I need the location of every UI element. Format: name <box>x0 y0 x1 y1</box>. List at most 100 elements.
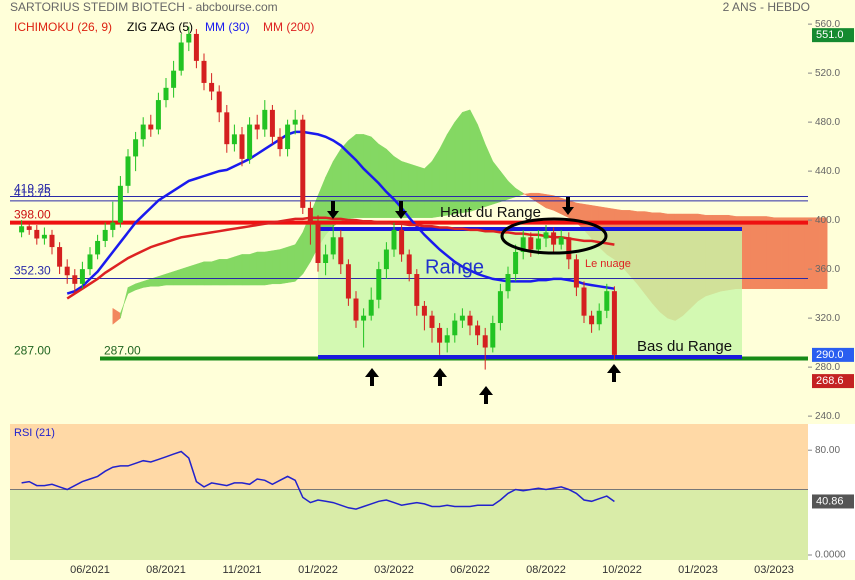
candle-body <box>520 237 526 252</box>
y-tick-label: 440.0 <box>815 166 840 177</box>
candle-body <box>543 232 549 239</box>
candle-body <box>247 124 253 159</box>
annotation: Le nuage <box>585 258 631 270</box>
x-tick-label: 08/2021 <box>146 564 186 576</box>
candle-body <box>254 124 260 130</box>
y-tick-label: 480.0 <box>815 117 840 128</box>
candle-body <box>262 109 268 130</box>
cloud-segment <box>386 148 395 218</box>
candle-body <box>193 33 199 61</box>
candles-layer <box>19 26 617 370</box>
candle-body <box>178 42 184 71</box>
candle-body <box>110 222 116 230</box>
candle-body <box>26 226 32 230</box>
candle-body <box>368 299 374 316</box>
cloud-segment <box>819 217 828 289</box>
candle-body <box>307 207 313 223</box>
candle-body <box>285 124 291 150</box>
price-marker-label: 551.0 <box>816 29 844 41</box>
candle-body <box>611 291 617 355</box>
candle-body <box>315 222 321 263</box>
cloud-segment <box>173 268 182 286</box>
labels-layer: 560.0 520.0 480.0 440.0 400.0 360.0 320.0 280.0… <box>14 19 854 576</box>
cloud-segment <box>750 216 760 289</box>
cloud-segment <box>241 254 250 286</box>
candle-body <box>459 315 465 321</box>
candle-body <box>117 185 123 223</box>
legend-entry: MM (200) <box>263 20 314 34</box>
annotation: Bas du Range <box>637 338 732 355</box>
candle-body <box>361 315 367 321</box>
cloud-segment <box>180 266 190 286</box>
level-label: 352.30 <box>14 264 51 278</box>
cloud-segment <box>462 109 471 214</box>
candle-body <box>277 136 283 150</box>
cloud-segment <box>188 263 197 286</box>
candle-body <box>64 266 70 276</box>
price-marker <box>812 28 854 43</box>
y-tick-label: 320.0 <box>815 313 840 324</box>
x-tick-label: 03/2022 <box>374 564 414 576</box>
candle-body <box>292 119 298 125</box>
candle-body <box>41 234 47 239</box>
cloud-segment <box>811 217 820 289</box>
candle-body <box>414 274 420 306</box>
candle-body <box>79 269 85 284</box>
level-label: 287.00 <box>104 344 141 358</box>
candle-body <box>566 237 572 260</box>
x-tick-label: 06/2022 <box>450 564 490 576</box>
y-tick-label: 560.0 <box>815 19 840 30</box>
cloud-segment <box>249 251 258 286</box>
chart-title: SARTORIUS STEDIM BIOTECH - abcbourse.com <box>10 0 278 14</box>
candle-body <box>604 291 610 311</box>
cloud-segment <box>431 148 440 218</box>
candle-body <box>596 310 602 325</box>
arrow-up <box>479 386 493 404</box>
candle-body <box>224 112 230 145</box>
level-label: 398.00 <box>14 208 51 222</box>
candle-body <box>323 254 329 263</box>
level-label: 415.75 <box>14 186 51 200</box>
cloud-segment <box>196 261 205 286</box>
candle-body <box>383 249 389 270</box>
y-tick-label: 0.0000 <box>815 550 846 561</box>
rsi-panel <box>10 424 855 560</box>
x-tick-label: 06/2021 <box>70 564 110 576</box>
price-marker <box>812 347 854 362</box>
candle-body <box>87 254 93 270</box>
arrow-up <box>607 364 621 382</box>
candle-body <box>163 87 169 101</box>
x-tick-label: 08/2022 <box>526 564 566 576</box>
cloud-segment <box>256 251 266 286</box>
candle-body <box>125 156 131 186</box>
candle-body <box>558 237 564 245</box>
cloud-segment <box>348 133 357 220</box>
arrow-up <box>433 368 447 386</box>
candle-body <box>581 287 587 316</box>
candle-body <box>269 109 275 137</box>
y-tick-label: 520.0 <box>815 68 840 79</box>
candle-body <box>482 335 488 348</box>
candle-body <box>589 315 595 325</box>
candle-body <box>72 275 78 284</box>
candle-body <box>216 91 222 113</box>
x-tick-label: 10/2022 <box>602 564 642 576</box>
candle-body <box>239 134 245 159</box>
y-tick-label: 80.00 <box>815 445 840 456</box>
rsi-line <box>21 450 615 510</box>
cloud-segment <box>743 216 752 289</box>
candle-body <box>437 327 443 343</box>
candle-body <box>209 82 215 92</box>
cloud-segment <box>234 254 243 286</box>
candle-body <box>505 274 511 292</box>
candle-body <box>497 291 503 324</box>
candle-body <box>186 33 192 43</box>
cloud-segment <box>408 163 418 218</box>
highlight-ellipse <box>500 217 608 255</box>
annotation: Haut du Range <box>440 204 541 221</box>
cloud-segment <box>158 273 167 287</box>
arrow-up <box>365 368 379 386</box>
candle-body <box>95 240 101 255</box>
candle-body <box>330 237 336 255</box>
